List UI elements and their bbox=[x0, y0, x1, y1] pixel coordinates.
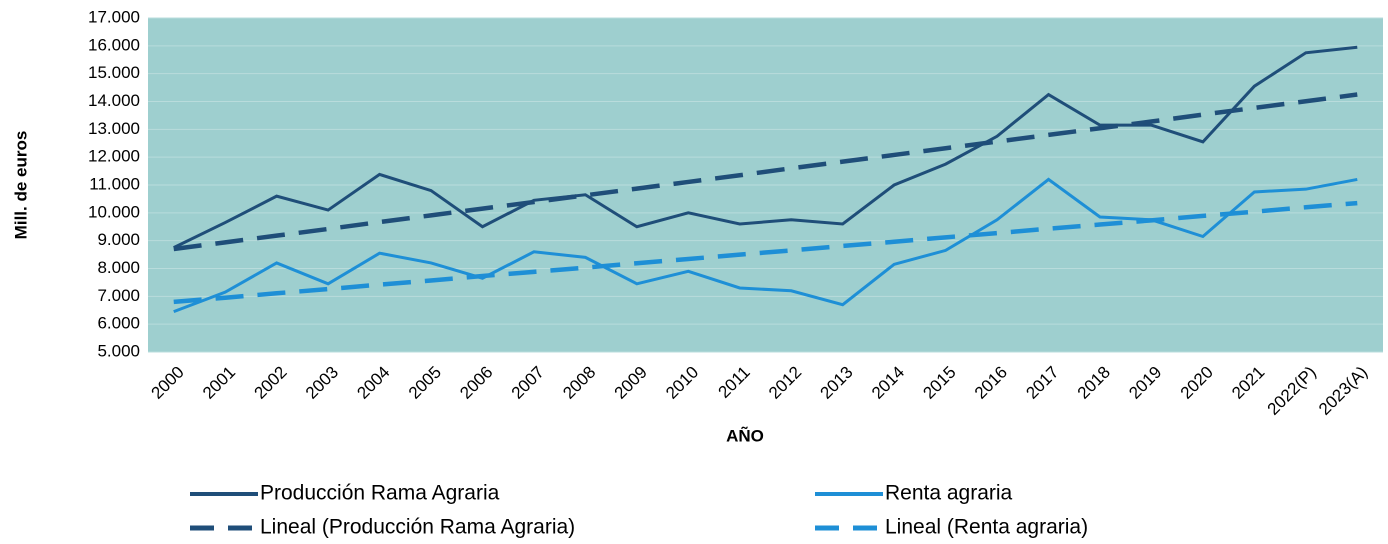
x-tick-label: 2005 bbox=[405, 363, 445, 403]
y-tick-label: 5.000 bbox=[97, 341, 140, 360]
x-tick-label: 2009 bbox=[611, 363, 651, 403]
x-tick-label: 2019 bbox=[1125, 363, 1165, 403]
legend-label: Lineal (Renta agraria) bbox=[885, 516, 1088, 539]
legend-label: Producción Rama Agraria bbox=[260, 482, 500, 505]
y-tick-label: 14.000 bbox=[88, 91, 140, 110]
y-tick-label: 10.000 bbox=[88, 202, 140, 221]
x-tick-label: 2006 bbox=[456, 363, 496, 403]
y-tick-label: 11.000 bbox=[89, 174, 140, 193]
x-tick-label: 2001 bbox=[199, 363, 239, 403]
x-tick-label: 2012 bbox=[765, 363, 805, 403]
series-line bbox=[173, 45, 1358, 249]
x-tick-label: 2000 bbox=[148, 363, 188, 403]
x-tick-label: 2014 bbox=[868, 363, 908, 403]
y-tick-label: 16.000 bbox=[88, 35, 140, 54]
x-tick-label: 2004 bbox=[353, 363, 393, 403]
x-tick-label: 2002 bbox=[250, 363, 290, 403]
x-tick-label: 2020 bbox=[1177, 363, 1217, 403]
series-line bbox=[173, 200, 1358, 305]
y-tick-label: 6.000 bbox=[97, 314, 140, 333]
x-tick-label: 2016 bbox=[971, 363, 1011, 403]
y-tick-label: 7.000 bbox=[97, 286, 140, 305]
y-tick-label: 12.000 bbox=[88, 147, 140, 166]
x-tick-label: 2021 bbox=[1228, 363, 1268, 403]
x-tick-label: 2018 bbox=[1074, 363, 1114, 403]
series-line bbox=[173, 177, 1358, 314]
x-tick-label: 2023(A) bbox=[1315, 363, 1371, 419]
x-tick-label: 2007 bbox=[508, 363, 548, 403]
series-line bbox=[173, 92, 1358, 252]
y-axis-label: Mill. de euros bbox=[11, 131, 30, 240]
y-tick-label: 13.000 bbox=[88, 119, 140, 138]
x-tick-label: 2003 bbox=[302, 363, 342, 403]
y-tick-label: 15.000 bbox=[88, 63, 140, 82]
x-tick-label: 2017 bbox=[1022, 363, 1062, 403]
y-tick-label: 17.000 bbox=[88, 7, 140, 26]
x-tick-label: 2008 bbox=[559, 363, 599, 403]
y-tick-label: 8.000 bbox=[97, 258, 140, 277]
x-axis-label: AÑO bbox=[726, 425, 764, 445]
x-tick-label: 2011 bbox=[714, 363, 753, 402]
x-tick-label: 2022(P) bbox=[1264, 363, 1320, 419]
legend-label: Lineal (Producción Rama Agraria) bbox=[260, 516, 575, 539]
legend-label: Renta agraria bbox=[885, 482, 1013, 505]
y-tick-label: 9.000 bbox=[97, 230, 140, 249]
x-tick-label: 2013 bbox=[817, 363, 857, 403]
x-tick-label: 2010 bbox=[662, 363, 702, 403]
x-tick-label: 2015 bbox=[919, 363, 959, 403]
